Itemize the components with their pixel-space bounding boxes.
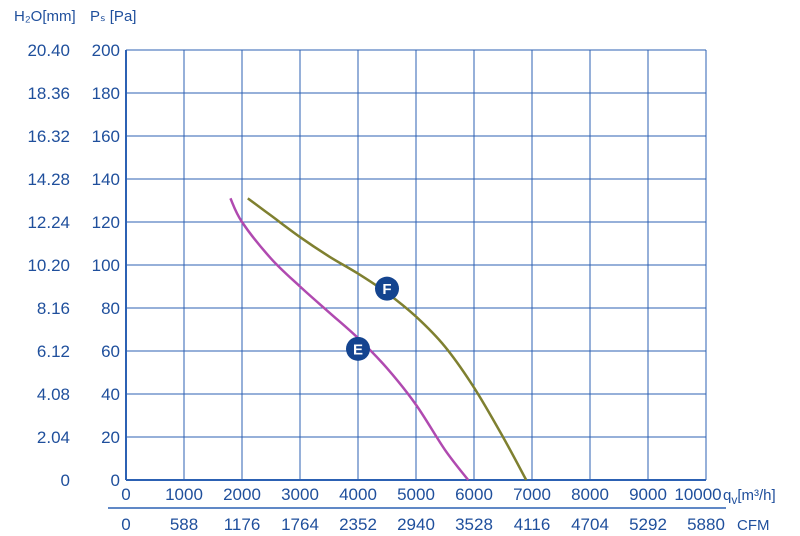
series-badge-e <box>346 336 370 361</box>
flow-tick-label: 6000 <box>455 485 493 504</box>
pressure-tick-label: 80 <box>101 299 120 318</box>
flow-tick-label: 8000 <box>571 485 609 504</box>
cfm-tick-label: 1764 <box>281 515 319 534</box>
cfm-tick-label: 3528 <box>455 515 493 534</box>
series-badge-f <box>375 276 399 301</box>
grid <box>108 49 726 509</box>
cfm-tick-label: 2940 <box>397 515 435 534</box>
h2o-tick-label: 8.16 <box>37 299 70 318</box>
pressure-tick-label: 140 <box>92 170 120 189</box>
flow-tick-label: 4000 <box>339 485 377 504</box>
curves: FE <box>229 197 528 481</box>
flow-tick-label: 3000 <box>281 485 319 504</box>
cfm-tick-label: 1176 <box>224 515 261 534</box>
h2o-tick-label: 14.28 <box>27 170 70 189</box>
pressure-tick-label: 100 <box>92 256 120 275</box>
pressure-tick-label: 180 <box>92 84 120 103</box>
h2o-axis-label: H₂O[mm] <box>14 8 76 25</box>
cfm-tick-label: 0 <box>121 515 130 534</box>
cfm-tick-label: 5292 <box>629 515 667 534</box>
flow-axis-label: qv[m³/h] <box>723 487 776 507</box>
h2o-axis: H₂O[mm] 20.40 18.36 16.32 14.28 12.24 10.20 8.… <box>14 8 76 490</box>
h2o-tick-label: 6.12 <box>37 342 70 361</box>
cfm-axis-label: CFM <box>737 517 770 534</box>
h2o-tick-label: 16.32 <box>27 127 70 146</box>
cfm-axis: CFM 0 588 1176 1764 2352 2940 3528 4116 4704 5292… <box>121 515 769 534</box>
h2o-tick-label: 2.04 <box>37 428 70 447</box>
flow-tick-label: 2000 <box>223 485 261 504</box>
cfm-tick-label: 5880 <box>687 515 725 534</box>
h2o-tick-label: 0 <box>61 471 70 490</box>
pressure-tick-label: 120 <box>92 213 120 232</box>
pressure-tick-label: 0 <box>111 471 120 490</box>
pressure-tick-label: 20 <box>101 428 120 447</box>
flow-tick-label: 0 <box>121 485 130 504</box>
pressure-tick-label: 60 <box>101 342 120 361</box>
cfm-tick-label: 2352 <box>339 515 377 534</box>
h2o-tick-label: 10.20 <box>27 256 70 275</box>
pressure-tick-label: 160 <box>92 127 120 146</box>
pressure-tick-label: 200 <box>92 41 120 60</box>
flow-tick-label: 9000 <box>629 485 667 504</box>
cfm-tick-label: 4704 <box>571 515 609 534</box>
h2o-tick-label: 4.08 <box>37 385 70 404</box>
h2o-tick-label: 12.24 <box>27 213 70 232</box>
pressure-tick-label: 40 <box>101 385 120 404</box>
cfm-tick-label: 4116 <box>514 515 551 534</box>
cfm-tick-label: 588 <box>170 515 198 534</box>
flow-tick-label: 7000 <box>513 485 551 504</box>
series-line-f <box>247 197 528 481</box>
h2o-tick-label: 20.40 <box>27 41 70 60</box>
flow-axis: qv[m³/h] 0 1000 2000 3000 4000 5000 6000 7000 80… <box>121 485 775 507</box>
flow-tick-label: 10000 <box>674 485 721 504</box>
h2o-tick-label: 18.36 <box>27 84 70 103</box>
flow-tick-label: 1000 <box>165 485 203 504</box>
series-line-e <box>229 197 470 481</box>
flow-tick-label: 5000 <box>397 485 435 504</box>
series-label-e: E <box>353 341 363 358</box>
pressure-axis-label: Pₛ [Pa] <box>90 8 136 25</box>
series-label-f: F <box>382 281 391 298</box>
